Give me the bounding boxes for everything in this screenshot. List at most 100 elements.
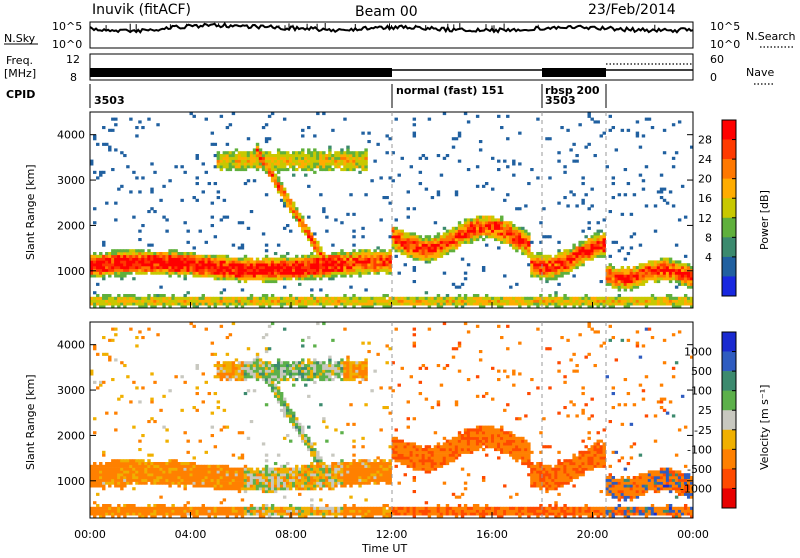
power-cell (575, 263, 578, 266)
velocity-cell (238, 470, 241, 473)
velocity-cell (114, 328, 117, 331)
power-cell (407, 238, 410, 241)
power-cell (458, 235, 461, 238)
velocity-cell (244, 510, 247, 513)
velocity-cell (277, 358, 280, 361)
power-cell (587, 249, 590, 252)
power-cell (292, 162, 295, 165)
velocity-cell (349, 465, 352, 468)
power-cell (280, 154, 283, 157)
power-cell (150, 258, 153, 261)
power-cell (542, 235, 545, 238)
power-cell (298, 297, 301, 300)
power-cell (419, 171, 422, 174)
colorbar-swatch (722, 179, 736, 199)
power-cell (675, 269, 678, 272)
power-cell (283, 297, 286, 300)
power-cell (316, 246, 319, 249)
colorbar-swatch (722, 120, 736, 140)
power-cell (316, 297, 319, 300)
velocity-cell (90, 468, 93, 471)
velocity-cell (328, 484, 331, 487)
power-cell (301, 148, 304, 151)
velocity-cell (114, 428, 117, 431)
velocity-cell (247, 487, 250, 490)
power-cell (681, 302, 684, 305)
power-cell (310, 255, 313, 258)
power-cell (268, 260, 271, 263)
power-cell (93, 252, 96, 255)
power-cell (373, 252, 376, 255)
velocity-cell (322, 417, 325, 420)
velocity-cell (220, 484, 223, 487)
velocity-cell (105, 507, 108, 510)
velocity-cell (235, 468, 238, 471)
power-cell (256, 263, 259, 266)
power-cell (527, 235, 530, 238)
power-cell (274, 252, 277, 255)
velocity-cell (156, 512, 159, 515)
power-cell (150, 297, 153, 300)
power-cell (322, 255, 325, 258)
velocity-cell (114, 512, 117, 515)
power-cell (274, 258, 277, 261)
power-cell (301, 302, 304, 305)
power-cell (657, 260, 660, 263)
power-cell (310, 274, 313, 277)
power-cell (437, 249, 440, 252)
power-cell (446, 300, 449, 303)
velocity-cell (316, 470, 319, 473)
power-cell (437, 244, 440, 247)
velocity-cell (262, 476, 265, 479)
velocity-cell (253, 482, 256, 485)
power-cell (425, 300, 428, 303)
power-cell (379, 252, 382, 255)
velocity-cell (313, 482, 316, 485)
power-cell (590, 188, 593, 191)
power-cell (319, 277, 322, 280)
power-cell (250, 157, 253, 160)
power-cell (431, 302, 434, 305)
velocity-cell (162, 465, 165, 468)
power-cell (627, 272, 630, 275)
power-cell (630, 235, 633, 238)
power-cell (358, 165, 361, 168)
power-cell (340, 302, 343, 305)
velocity-cell (105, 512, 108, 515)
power-cell (111, 249, 114, 252)
power-cell (548, 263, 551, 266)
velocity-cell (337, 512, 340, 515)
power-cell (238, 297, 241, 300)
velocity-cell (271, 381, 274, 384)
power-cell (180, 258, 183, 261)
power-cell (226, 157, 229, 160)
power-cell (277, 258, 280, 261)
power-cell (256, 160, 259, 163)
power-cell (223, 151, 226, 154)
velocity-cell (286, 482, 289, 485)
power-cell (569, 249, 572, 252)
power-cell (153, 258, 156, 261)
velocity-cell (196, 392, 199, 395)
velocity-cell (298, 375, 301, 378)
power-cell (470, 218, 473, 221)
velocity-cell (319, 487, 322, 490)
power-cell (144, 255, 147, 258)
power-cell (458, 232, 461, 235)
power-cell (114, 218, 117, 221)
power-cell (660, 297, 663, 300)
velocity-cell (241, 367, 244, 370)
power-cell (135, 252, 138, 255)
power-cell (226, 297, 229, 300)
power-cell (364, 160, 367, 163)
power-cell (277, 179, 280, 182)
power-cell (129, 190, 132, 193)
velocity-cell (277, 468, 280, 471)
power-cell (313, 277, 316, 280)
velocity-cell (265, 507, 268, 510)
power-cell (301, 263, 304, 266)
power-cell (346, 258, 349, 261)
power-cell (319, 162, 322, 165)
power-cell (165, 252, 168, 255)
power-cell (467, 302, 470, 305)
